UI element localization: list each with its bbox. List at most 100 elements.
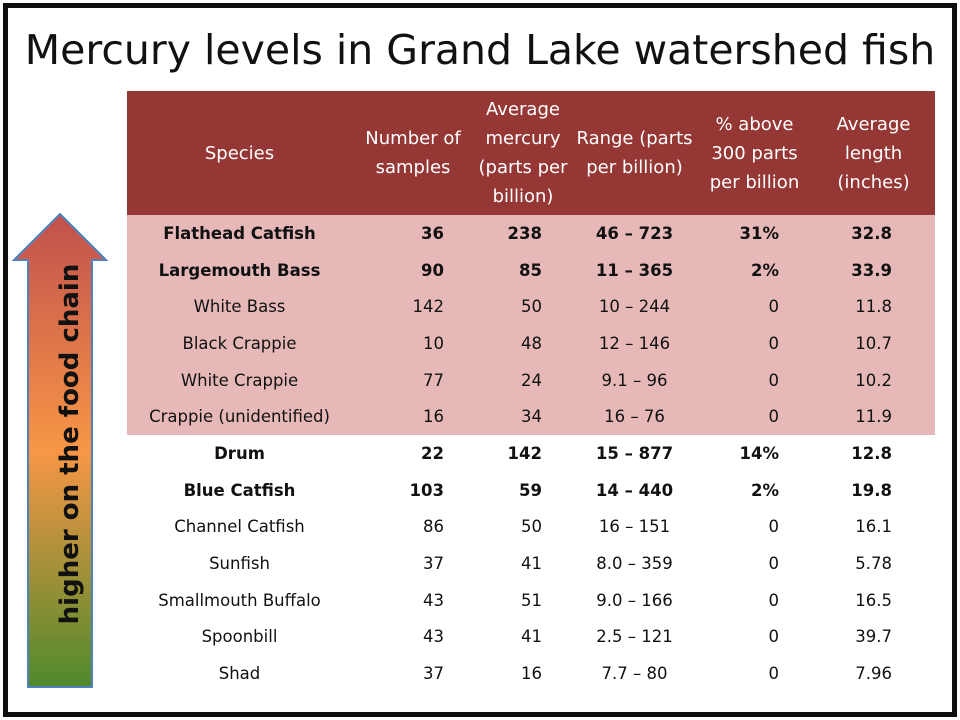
table-row: Channel Catfish 86 50 16 – 151 0 16.1: [127, 509, 935, 546]
table-row: Drum 22 142 15 – 877 14% 12.8: [127, 435, 935, 472]
cell-average-mercury: 24: [474, 361, 572, 399]
cell-range: 8.0 – 359: [596, 554, 673, 574]
table-row: Shad 37 16 7.7 – 80 0 7.96: [127, 655, 935, 692]
cell-species: Crappie (unidentified): [127, 398, 352, 436]
cell-species: White Crappie: [127, 361, 352, 399]
mercury-table: Species Number of samples Average mercur…: [127, 91, 935, 692]
cell-species: Smallmouth Buffalo: [158, 590, 321, 610]
cell-average-mercury: 51: [521, 590, 542, 610]
cell-samples: 86: [423, 517, 444, 537]
table-row: Blue Catfish 103 59 14 – 440 2% 19.8: [127, 472, 935, 509]
cell-species: Drum: [214, 443, 265, 463]
cell-average-mercury: 16: [521, 664, 542, 684]
cell-range: 16 – 76: [572, 398, 697, 436]
header-samples: Number of samples: [352, 91, 474, 215]
table-row: Crappie (unidentified) 16 34 16 – 76 0 11.9: [127, 398, 935, 436]
cell-percent-above-300: 0: [768, 517, 780, 537]
cell-range: 9.0 – 166: [596, 590, 673, 610]
table-row: Flathead Catfish 36 238 46 – 723 31% 32.8: [127, 215, 935, 252]
cell-range: 12 – 146: [572, 325, 697, 362]
cell-average-length: 10.2: [812, 361, 935, 399]
cell-species: Black Crappie: [127, 325, 352, 362]
slide-title: Mercury levels in Grand Lake watershed f…: [24, 26, 936, 74]
header-range: Range (parts per billion): [572, 91, 697, 215]
cell-species: White Bass: [127, 288, 352, 326]
cell-range: 2.5 – 121: [596, 627, 673, 647]
table-row: White Bass 142 50 10 – 244 0 11.8: [127, 288, 935, 326]
cell-average-length: 33.9: [812, 251, 935, 289]
cell-average-length: 12.8: [851, 443, 892, 463]
cell-range: 9.1 – 96: [572, 361, 697, 399]
cell-samples: 43: [423, 590, 444, 610]
table-header-row: Species Number of samples Average mercur…: [127, 91, 935, 215]
cell-average-length: 32.8: [812, 215, 935, 252]
cell-percent-above-300: 0: [768, 590, 780, 610]
cell-percent-above-300: 0: [697, 398, 812, 436]
header-average-mercury: Average mercury (parts per billion): [474, 91, 572, 215]
header-percent-above-300: % above 300 parts per billion: [697, 91, 812, 215]
cell-samples: 43: [423, 627, 444, 647]
cell-species: Flathead Catfish: [127, 215, 352, 252]
cell-samples: 22: [421, 443, 444, 463]
cell-percent-above-300: 0: [768, 554, 780, 574]
cell-percent-above-300: 31%: [697, 215, 812, 252]
cell-percent-above-300: 0: [697, 288, 812, 326]
cell-range: 10 – 244: [572, 288, 697, 326]
cell-samples: 10: [352, 325, 474, 362]
cell-samples: 16: [352, 398, 474, 436]
cell-range: 11 – 365: [572, 251, 697, 289]
cell-average-length: 11.9: [812, 398, 935, 436]
table-body: Flathead Catfish 36 238 46 – 723 31% 32.8 Larg…: [127, 215, 935, 692]
cell-range: 15 – 877: [595, 443, 674, 463]
cell-species: Spoonbill: [201, 627, 278, 647]
cell-species: Channel Catfish: [174, 517, 305, 537]
cell-samples: 142: [352, 288, 474, 326]
cell-average-mercury: 41: [521, 627, 542, 647]
table-row: Largemouth Bass 90 85 11 – 365 2% 33.9: [127, 251, 935, 289]
cell-average-mercury: 48: [474, 325, 572, 362]
table-row: Spoonbill 43 41 2.5 – 121 0 39.7: [127, 619, 935, 656]
cell-range: 7.7 – 80: [601, 664, 668, 684]
cell-average-length: 7.96: [855, 664, 892, 684]
cell-average-length: 16.1: [855, 517, 892, 537]
cell-average-mercury: 238: [474, 215, 572, 252]
cell-percent-above-300: 0: [768, 664, 780, 684]
table-row: White Crappie 77 24 9.1 – 96 0 10.2: [127, 361, 935, 399]
cell-range: 46 – 723: [572, 215, 697, 252]
up-arrow-icon: [11, 212, 109, 688]
cell-percent-above-300: 0: [768, 627, 780, 647]
cell-species: Shad: [218, 664, 261, 684]
arrow-label: higher on the food chain: [55, 263, 85, 625]
cell-percent-above-300: 2%: [697, 251, 812, 289]
cell-average-length: 11.8: [812, 288, 935, 326]
cell-samples: 37: [423, 664, 444, 684]
header-species: Species: [127, 91, 352, 215]
cell-average-mercury: 34: [474, 398, 572, 436]
cell-species: Blue Catfish: [183, 480, 296, 500]
cell-average-length: 19.8: [851, 480, 892, 500]
table-row: Black Crappie 10 48 12 – 146 0 10.7: [127, 325, 935, 362]
cell-species: Sunfish: [209, 554, 270, 574]
cell-samples: 36: [352, 215, 474, 252]
cell-samples: 90: [352, 251, 474, 289]
header-average-length: Average length (inches): [812, 91, 935, 215]
cell-species: Largemouth Bass: [127, 251, 352, 289]
food-chain-arrow: [11, 212, 109, 688]
cell-average-length: 39.7: [855, 627, 892, 647]
cell-average-mercury: 50: [474, 288, 572, 326]
cell-average-length: 5.78: [855, 554, 892, 574]
slide-frame: [3, 3, 957, 717]
cell-percent-above-300: 14%: [739, 443, 780, 463]
cell-range: 14 – 440: [595, 480, 674, 500]
cell-samples: 77: [352, 361, 474, 399]
cell-percent-above-300: 0: [697, 361, 812, 399]
cell-range: 16 – 151: [598, 517, 671, 537]
cell-average-mercury: 41: [521, 554, 542, 574]
cell-percent-above-300: 0: [697, 325, 812, 362]
cell-average-length: 16.5: [855, 590, 892, 610]
cell-average-mercury: 142: [507, 443, 542, 463]
cell-samples: 37: [423, 554, 444, 574]
table-row: Sunfish 37 41 8.0 – 359 0 5.78: [127, 545, 935, 582]
table-row: Smallmouth Buffalo 43 51 9.0 – 166 0 16.5: [127, 582, 935, 619]
